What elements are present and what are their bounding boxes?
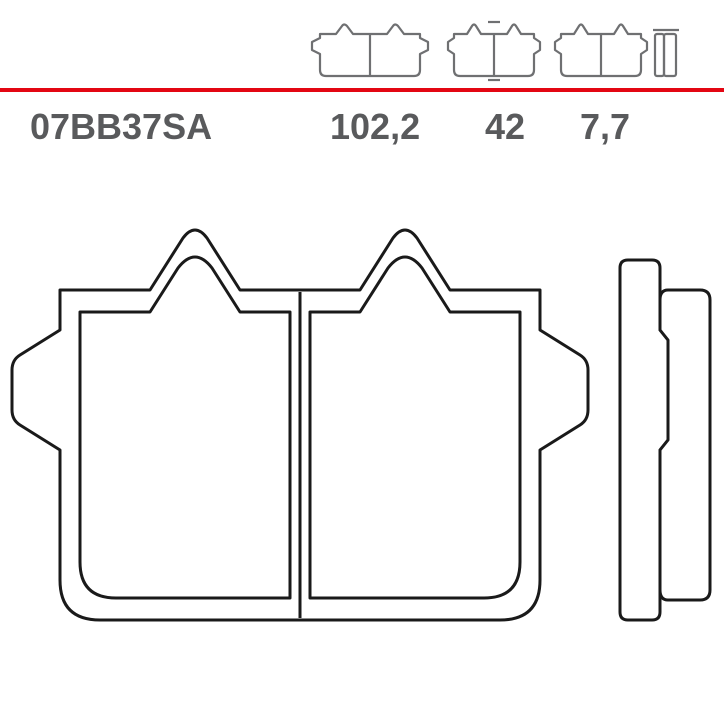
product-code: 07BB37SA <box>30 106 212 148</box>
thickness-dimension-icon <box>551 20 681 82</box>
height-dimension-icon <box>444 20 544 82</box>
main-diagram <box>0 200 724 700</box>
divider-line <box>0 88 724 92</box>
width-dimension-icon <box>306 20 434 82</box>
dimension-height: 42 <box>485 106 525 148</box>
spec-row: 07BB37SA 102,2 42 7,7 <box>0 106 724 146</box>
dimension-icons-row <box>0 20 724 80</box>
dimension-width: 102,2 <box>330 106 420 148</box>
side-view <box>620 260 710 620</box>
spec-sheet: 07BB37SA 102,2 42 7,7 <box>0 0 724 724</box>
dimension-thickness: 7,7 <box>580 106 630 148</box>
